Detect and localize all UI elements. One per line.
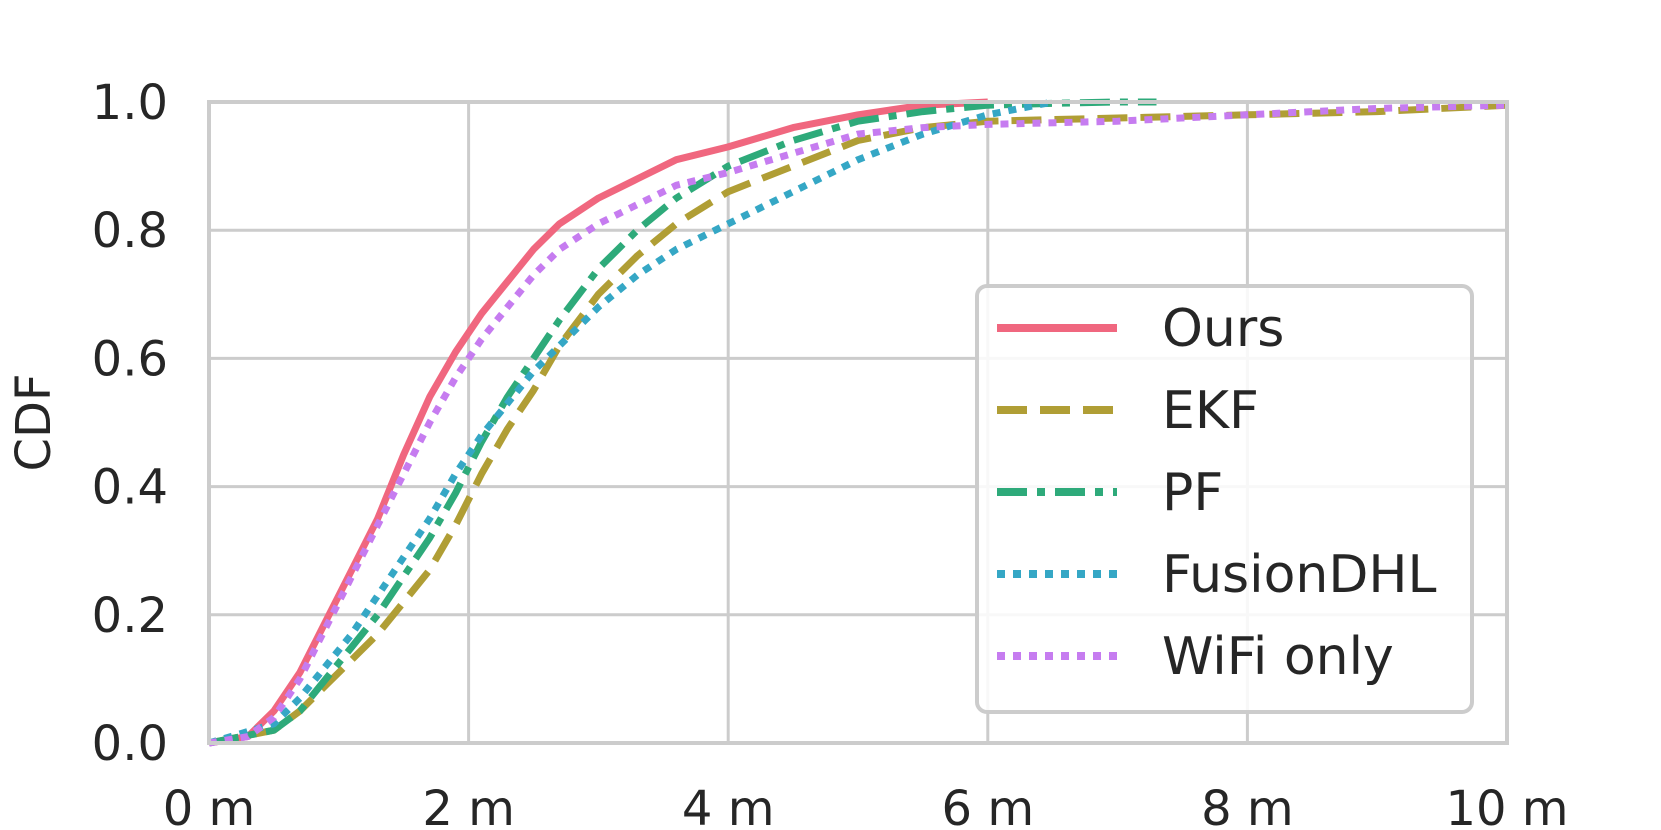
x-tick-label: 4 m	[682, 781, 775, 830]
y-tick-label: 0.2	[92, 588, 168, 644]
x-tick-label: 10 m	[1445, 781, 1568, 830]
legend-box	[975, 284, 1474, 714]
y-tick-label: 0.4	[92, 460, 168, 516]
legend-label: FusionDHL	[1162, 545, 1436, 605]
legend-label: PF	[1162, 463, 1223, 523]
series-line-pf	[208, 98, 1157, 747]
legend: Ours EKF PF FusionDHL WiFi only	[975, 284, 1474, 714]
legend-label: EKF	[1162, 381, 1259, 441]
legend-label: Ours	[1162, 299, 1284, 359]
series-layer	[208, 98, 1508, 747]
x-tick-label: 8 m	[1201, 781, 1294, 830]
y-tick-label: 0.8	[92, 203, 168, 259]
series-line-ours	[208, 98, 988, 747]
y-tick-labels: 0.0 0.2 0.4 0.6 0.8 1.0	[92, 75, 168, 772]
y-tick-label: 0.0	[92, 716, 168, 772]
axes-frame	[207, 100, 1509, 745]
y-tick-label: 1.0	[92, 75, 168, 131]
x-tick-label: 0 m	[163, 781, 256, 830]
y-axis-title: CDF	[6, 373, 62, 471]
legend-label: WiFi only	[1162, 627, 1394, 687]
x-tick-label: 6 m	[942, 781, 1035, 830]
x-tick-labels: 0 m 2 m 4 m 6 m 8 m 10 m	[163, 781, 1569, 830]
plot-frame	[207, 100, 1509, 745]
x-tick-label: 2 m	[422, 781, 515, 830]
y-tick-label: 0.6	[92, 331, 168, 387]
series-line-fusiondhl	[208, 98, 1054, 747]
